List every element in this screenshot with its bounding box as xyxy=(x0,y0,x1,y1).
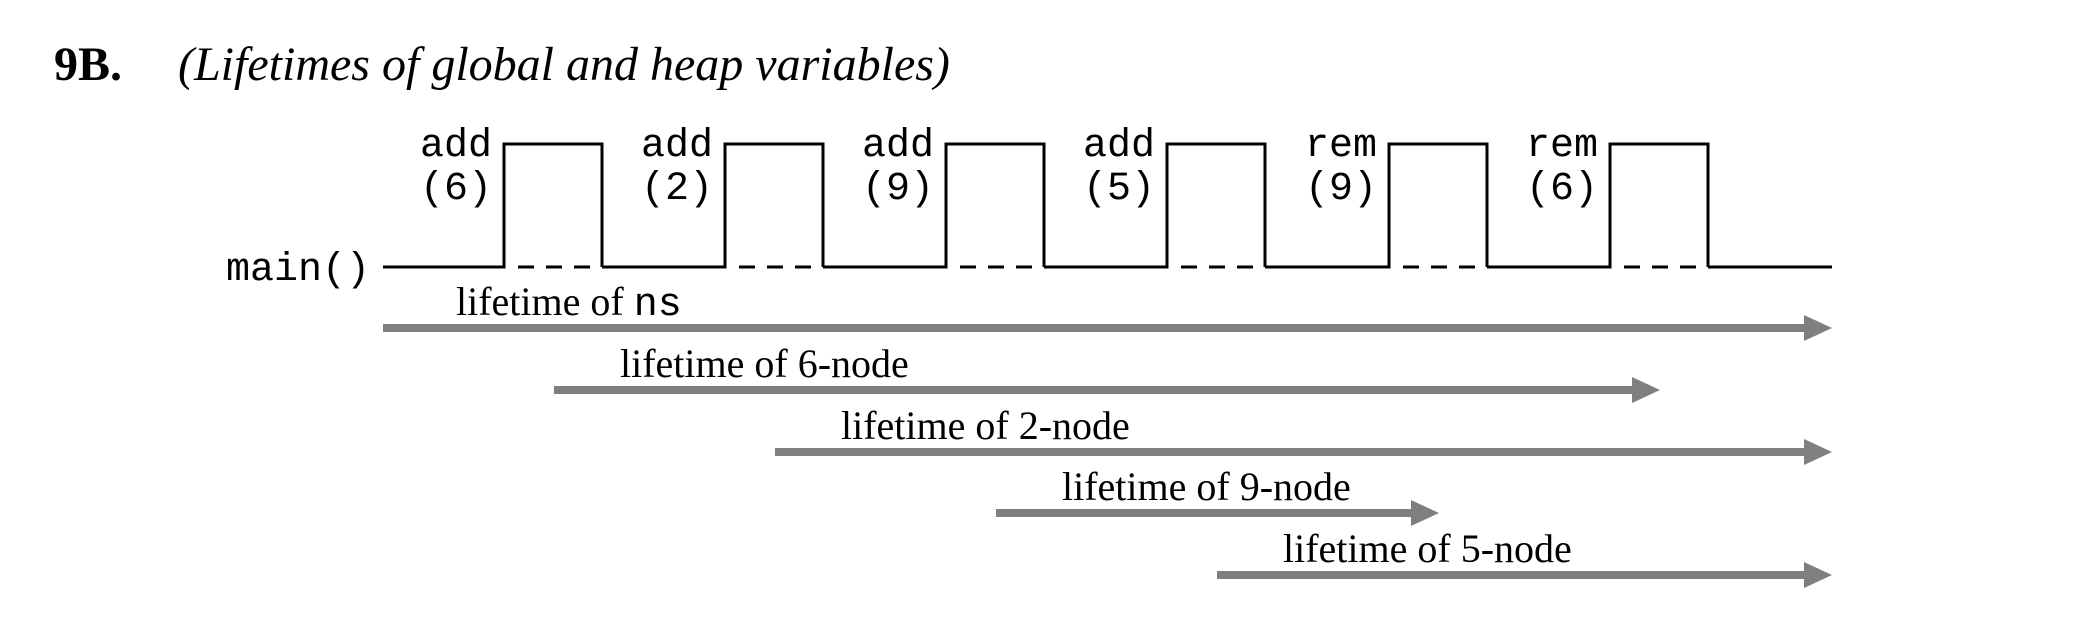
lifetime-label: lifetime of 5-node xyxy=(1283,526,1572,571)
lifetime-arrow-head xyxy=(1804,315,1832,341)
call-name: rem xyxy=(1526,124,1598,169)
call-name: rem xyxy=(1305,124,1377,169)
section-title: (Lifetimes of global and heap variables) xyxy=(178,38,950,91)
lifetime-label: lifetime of 9-node xyxy=(1062,464,1351,509)
call-name: add xyxy=(641,124,713,169)
call-labels: add(6)add(2)add(9)add(5)rem(9)rem(6) xyxy=(420,124,1598,212)
main-label: main() xyxy=(226,248,370,293)
call-arg: (9) xyxy=(1305,167,1377,212)
lifetime-arrow-head xyxy=(1804,439,1832,465)
call-arg: (6) xyxy=(1526,167,1598,212)
lifetime-arrow-head xyxy=(1804,562,1832,588)
section-number: 9B. xyxy=(54,38,122,91)
call-arg: (9) xyxy=(862,167,934,212)
call-arg: (5) xyxy=(1083,167,1155,212)
lifetime-arrow-head xyxy=(1632,377,1660,403)
lifetime-label: lifetime of 2-node xyxy=(841,403,1130,448)
lifetime-arrow-head xyxy=(1411,500,1439,526)
call-arg: (6) xyxy=(420,167,492,212)
main-timeline xyxy=(383,142,1832,269)
call-name: add xyxy=(862,124,934,169)
lifetime-arrows: lifetime of ns lifetime of 6-node lifetime… xyxy=(383,279,1832,588)
call-name: add xyxy=(1083,124,1155,169)
call-arg: (2) xyxy=(641,167,713,212)
lifetime-label: lifetime of 6-node xyxy=(620,341,909,386)
call-timeline xyxy=(383,142,1832,269)
call-name: add xyxy=(420,124,492,169)
lifetime-label: lifetime of ns xyxy=(456,279,682,328)
